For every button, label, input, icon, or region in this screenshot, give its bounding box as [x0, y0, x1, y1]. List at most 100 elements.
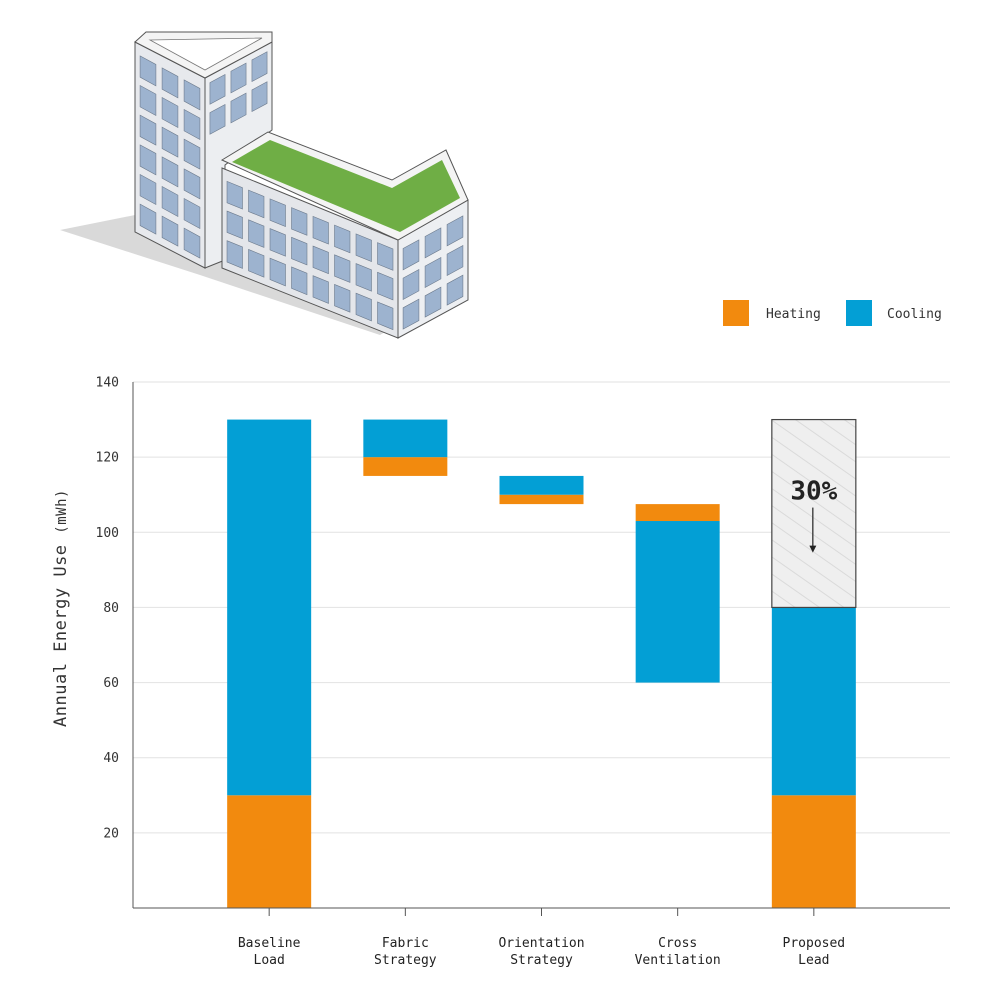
block-right-window [446, 215, 464, 247]
tower-front-window [209, 73, 226, 105]
bar-segment-heating [635, 504, 720, 522]
bars: 30% [227, 418, 857, 908]
y-tick-label: 100 [96, 526, 119, 541]
green-roof [232, 140, 460, 232]
bar-segment-heating [499, 494, 584, 505]
legend-swatch-cooling [846, 300, 872, 326]
tower-left-window [161, 185, 179, 218]
tower-left-window [183, 79, 201, 111]
tower-left-window [139, 203, 157, 235]
tower-left-window [161, 215, 179, 247]
tower-left-window [183, 227, 201, 259]
block-left-window [355, 292, 372, 322]
tower-left-window [183, 197, 201, 230]
tower-left-window [161, 156, 179, 188]
block-right-window [446, 274, 464, 306]
block-right-window [424, 227, 442, 259]
tower-left-window [139, 55, 157, 87]
bar-segment-heating [227, 795, 312, 908]
block-left-window [334, 224, 351, 254]
tower-left-window [139, 114, 157, 146]
x-tick-label-line1: Baseline [238, 936, 301, 951]
x-tick-label-line2: Ventilation [635, 953, 721, 968]
y-axis-title: Annual Energy Use (mWh) [51, 489, 71, 727]
tower-left-window [161, 67, 179, 99]
y-axis-title-unit: (mWh) [54, 489, 70, 534]
x-tick-label-line2: Load [254, 953, 285, 968]
tower-front-window [230, 92, 247, 124]
tower-left-window [139, 173, 157, 206]
block-left-window [355, 233, 372, 262]
bar-segment-cooling [771, 607, 856, 796]
bar-segment-heating [771, 795, 856, 908]
reduction-box [771, 418, 857, 609]
x-tick-label-line1: Proposed [783, 936, 846, 951]
block-left-window [226, 210, 243, 240]
block-left-window [269, 228, 286, 257]
block-left-window [269, 257, 286, 287]
reduction-percent-label: 30% [790, 477, 837, 507]
block-left-window [269, 198, 286, 227]
axes [132, 382, 950, 916]
y-tick-label: 140 [96, 376, 119, 391]
block-left-window [226, 180, 243, 210]
y-tick-label: 60 [103, 676, 119, 691]
block-left-window [248, 189, 265, 219]
legend-label-cooling: Cooling [887, 307, 942, 322]
reduction-arrowhead [809, 545, 817, 553]
block-left-window [226, 240, 243, 269]
block-right-window [424, 286, 442, 318]
x-tick-label-line1: Cross [658, 936, 697, 951]
y-axis-title-text: Annual Energy Use [51, 544, 71, 727]
tower-left-window [183, 138, 201, 170]
building-illustration [60, 31, 469, 339]
block-right-window [424, 256, 442, 289]
legend-swatch-heating [723, 300, 749, 326]
tower-front-window [251, 51, 268, 83]
tower-left-window [139, 84, 157, 117]
block-right-window [402, 268, 420, 301]
block-left-window [248, 219, 265, 248]
bar-segment-cooling [499, 475, 584, 495]
tower-left-window [161, 96, 179, 129]
tower-left-window [183, 168, 201, 200]
tower-left-window [139, 144, 157, 176]
axis-labels: 20 40 60 80 100 120 140 Baseline Load Fabric Strat… [96, 376, 846, 969]
block-left-window [377, 301, 394, 331]
block-left-window [248, 249, 265, 278]
tower-left-windows [139, 55, 201, 259]
x-tick-label-line1: Orientation [498, 936, 584, 951]
block-right-window [446, 244, 464, 277]
tower-front-windows [209, 51, 268, 135]
block-left-windows [226, 180, 394, 331]
block-left-window [312, 215, 329, 245]
block-right-windows [402, 215, 464, 330]
legend-label-heating: Heating [766, 307, 821, 322]
block-left-window [377, 271, 394, 301]
block-left-window [312, 275, 329, 304]
block-left-window [334, 284, 351, 313]
tower-left-window [183, 108, 201, 141]
block-left-window [291, 266, 308, 296]
bar-segment-cooling [363, 419, 448, 458]
y-tick-label: 80 [103, 601, 119, 616]
tower-front-window [251, 81, 268, 113]
y-tick-label: 120 [96, 451, 119, 466]
x-tick-label-line2: Strategy [374, 953, 437, 968]
tower-front-window [230, 62, 247, 94]
x-tick-label-line2: Lead [798, 953, 829, 968]
block-right-window [402, 239, 420, 271]
block-left-window [377, 242, 394, 271]
x-tick-label-line2: Strategy [510, 953, 573, 968]
bar-segment-cooling [635, 521, 720, 683]
y-tick-label: 40 [103, 751, 119, 766]
bar-segment-heating [363, 457, 448, 476]
tower-roof-inner [148, 37, 263, 71]
legend: Heating Cooling [723, 300, 942, 326]
block-right-window [402, 298, 420, 330]
tower-left-window [161, 126, 179, 158]
y-tick-label: 20 [103, 826, 119, 841]
x-tick-label-line1: Fabric [382, 936, 429, 951]
block-left-window [291, 236, 308, 266]
